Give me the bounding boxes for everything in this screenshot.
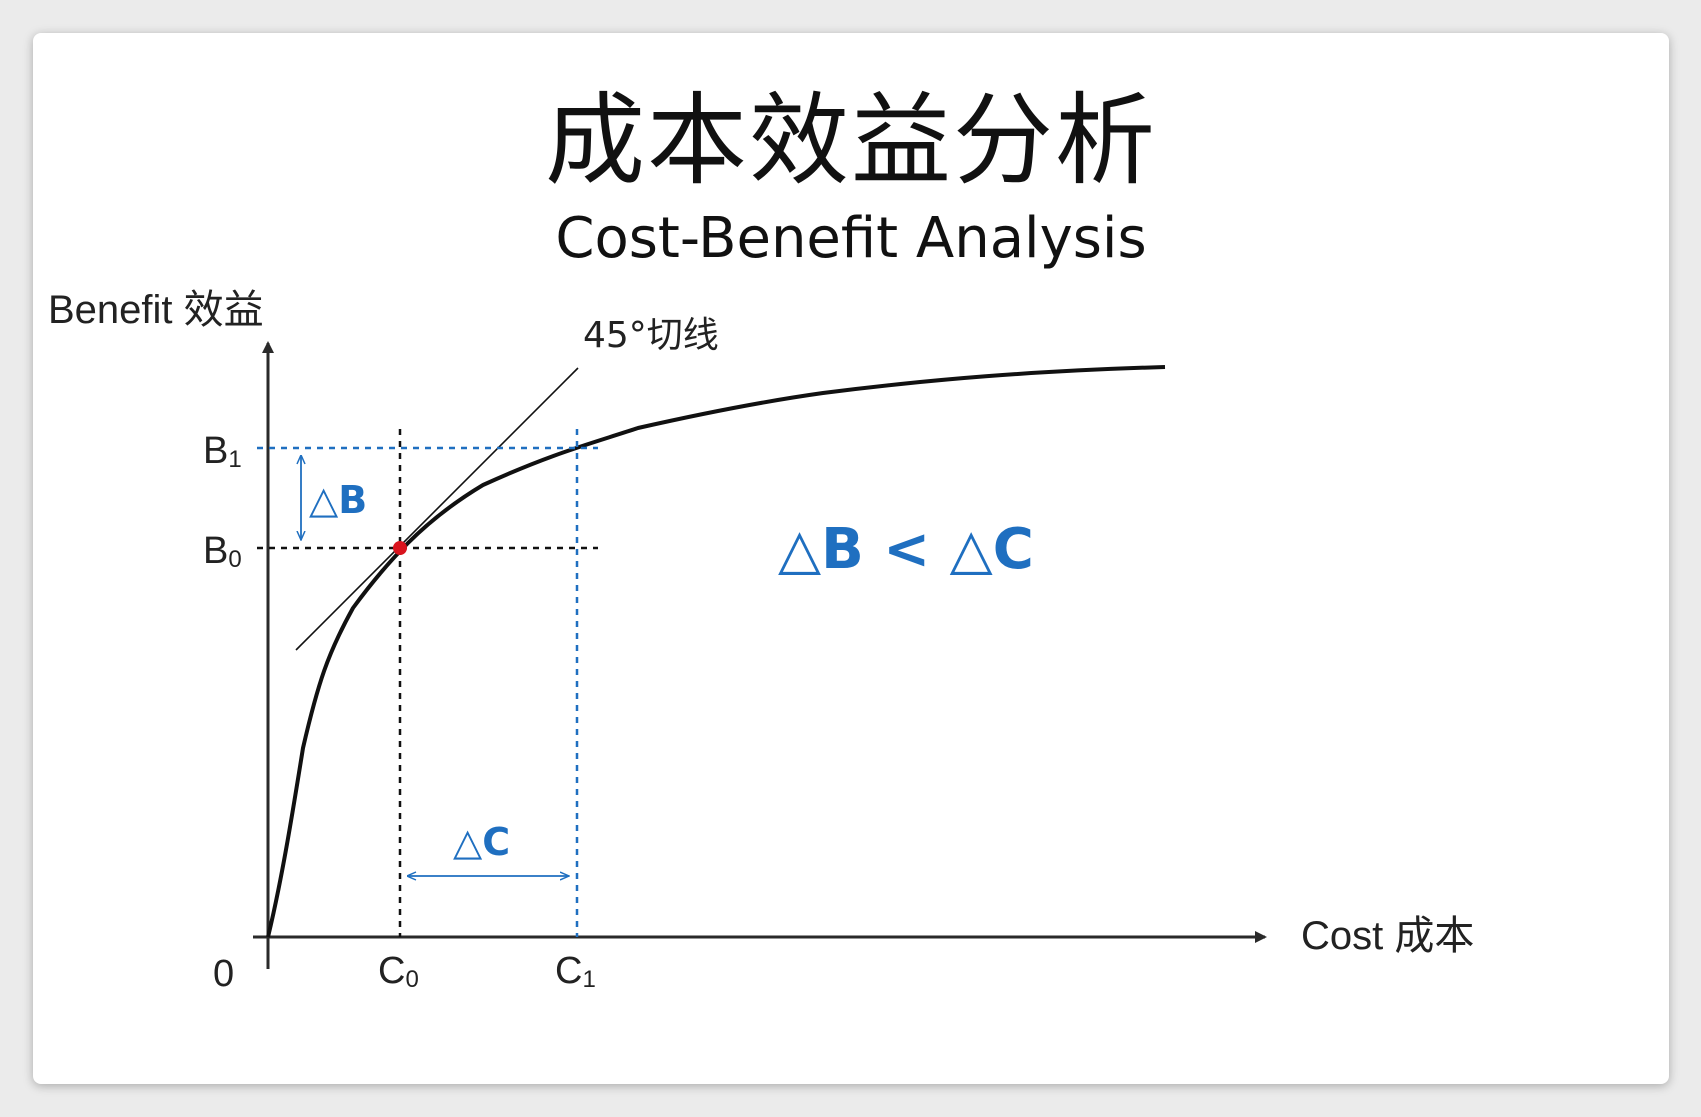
benefit-curve — [266, 365, 1166, 938]
page-subtitle: Cost-Benefit Analysis — [555, 206, 1147, 271]
svg-text:B1: B1 — [203, 430, 242, 473]
x-tick-c0: C0 — [378, 950, 419, 993]
svg-text:B0: B0 — [203, 530, 242, 573]
cost-benefit-diagram: Benefit 效益 0 Cost 成本 45°切线 B1 B0 C0 C1 — [48, 288, 1474, 995]
y-tick-b1: B1 — [203, 430, 242, 473]
tangent-point — [393, 541, 407, 555]
origin-label: 0 — [213, 953, 234, 995]
page-title: 成本效益分析 — [545, 82, 1157, 199]
delta-c-label: △C — [453, 820, 510, 864]
x-tick-c1: C1 — [555, 950, 596, 993]
svg-text:C1: C1 — [555, 950, 596, 993]
y-axis-label: Benefit 效益 — [48, 288, 264, 332]
tangent-line — [295, 367, 579, 651]
delta-b-label: △B — [309, 478, 367, 522]
svg-text:C0: C0 — [378, 950, 419, 993]
y-tick-b0: B0 — [203, 530, 242, 573]
tangent-label: 45°切线 — [583, 315, 719, 356]
inequality-label: △B < △C — [778, 517, 1034, 582]
slide: 成本效益分析 Cost-Benefit Analysis Benefit 效益 … — [33, 33, 1669, 1084]
x-axis-label: Cost 成本 — [1301, 914, 1474, 958]
